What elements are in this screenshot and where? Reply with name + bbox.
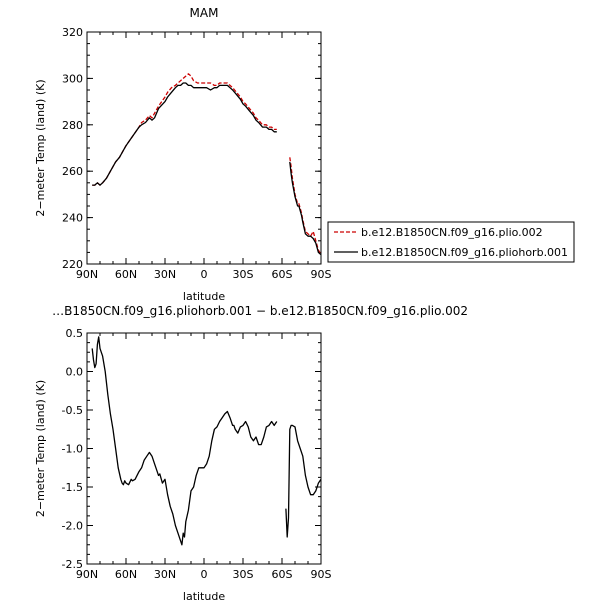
y-tick-label: -0.5 [62,404,83,417]
series-line-1 [92,82,277,186]
y-tick-label: 240 [62,212,83,225]
x-tick-label: 30S [233,568,254,581]
y-tick-label: 0.0 [66,366,84,379]
y-tick-label: -1.5 [62,481,83,494]
x-tick-label: 90N [76,268,98,281]
x-tick-label: 60S [272,568,293,581]
series-line-0 [285,424,322,538]
chart-title: …B1850CN.f09_g16.pliohorb.001 − b.e12.B1… [52,304,468,318]
x-axis-label: latitude [183,290,225,303]
plot-frame [86,332,322,565]
series-line-1 [289,161,322,256]
y-tick-label: -1.0 [62,443,83,456]
y-tick-label: -2.5 [62,558,83,571]
y-tick-label: 220 [62,258,83,271]
x-tick-label: 90S [311,268,332,281]
panel-top: 90N 60N 30N 0 30S 60S 90S 220 240 260 280 300 320 MAM… [34,6,575,303]
y-axis-label: 2−meter Temp (land) (K) [34,79,47,216]
y-axis-label: 2−meter Temp (land) (K) [34,380,47,517]
y-tick-label: 260 [62,165,83,178]
series-line-0 [91,336,278,546]
x-tick-label: 30N [154,268,176,281]
panel-bottom: 90N 60N 30N 0 30S 60S 90S -2.5 -2.0 -1.5 -1.0 -0.5 0… [34,304,468,603]
y-tick-label: -2.0 [62,520,83,533]
y-tick-label: 300 [62,72,83,85]
x-tick-label: 60N [115,568,137,581]
x-tick-label: 60N [115,268,137,281]
x-tick-label: 0 [201,568,208,581]
plot-frame [86,31,322,265]
legend-label: b.e12.B1850CN.f09_g16.pliohorb.001 [361,246,568,259]
x-tick-label: 30S [233,268,254,281]
legend-label: b.e12.B1850CN.f09_g16.plio.002 [361,226,543,239]
x-tick-label: 30N [154,568,176,581]
x-tick-label: 90S [311,568,332,581]
y-tick-label: 0.5 [66,327,84,340]
y-tick-label: 320 [62,26,83,39]
legend-box [327,221,575,263]
series-line-0 [289,157,322,256]
y-tick-label: 280 [62,119,83,132]
x-axis-label: latitude [183,590,225,603]
x-tick-label: 90N [76,568,98,581]
series-line-0 [92,73,277,186]
x-tick-label: 0 [201,268,208,281]
x-tick-label: 60S [272,268,293,281]
chart-title: MAM [190,6,219,20]
